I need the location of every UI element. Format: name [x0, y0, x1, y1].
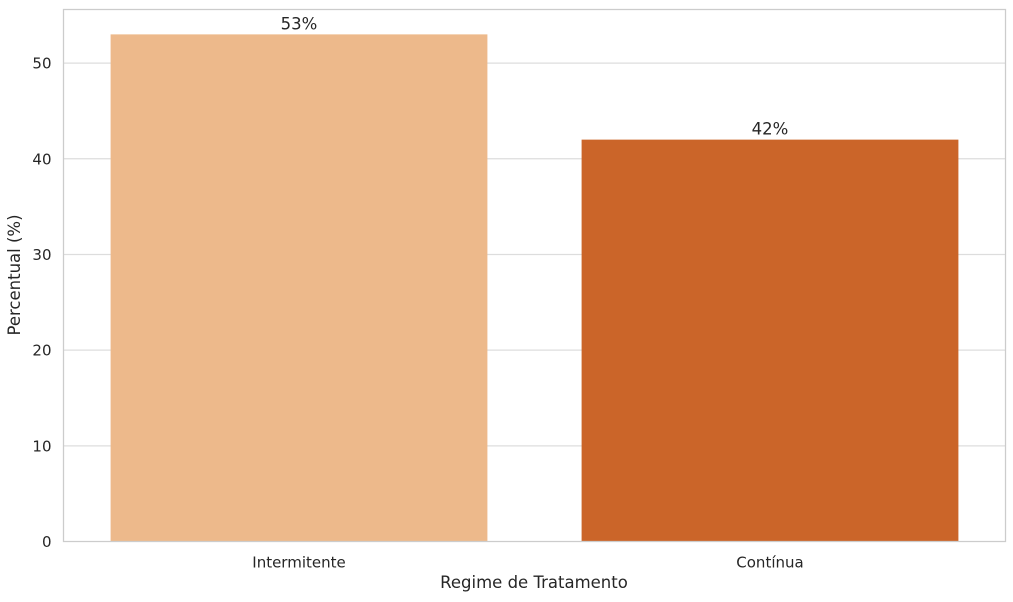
data-label: 53%: [281, 14, 318, 33]
y-tick-label: 0: [42, 533, 52, 551]
bars: [110, 34, 959, 542]
y-axis-label: Percentual (%): [5, 214, 24, 335]
data-label: 42%: [752, 120, 789, 139]
x-axis-label: Regime de Tratamento: [440, 573, 628, 592]
x-axis-ticks: Intermitente Contínua: [252, 554, 803, 572]
y-axis-ticks: 0 10 20 30 40 50: [32, 55, 51, 551]
y-tick-label: 10: [32, 437, 51, 455]
y-tick-label: 30: [32, 246, 51, 264]
y-tick-label: 20: [32, 342, 51, 360]
x-tick-label: Contínua: [736, 554, 803, 572]
plot-frame: [62, 8, 1007, 543]
y-tick-label: 40: [32, 150, 51, 168]
bar-intermitente: [110, 34, 488, 542]
x-tick-label: Intermitente: [252, 554, 345, 572]
data-labels: 53% 42%: [281, 14, 789, 138]
bar-continua: [581, 139, 959, 542]
y-tick-label: 50: [32, 55, 51, 73]
